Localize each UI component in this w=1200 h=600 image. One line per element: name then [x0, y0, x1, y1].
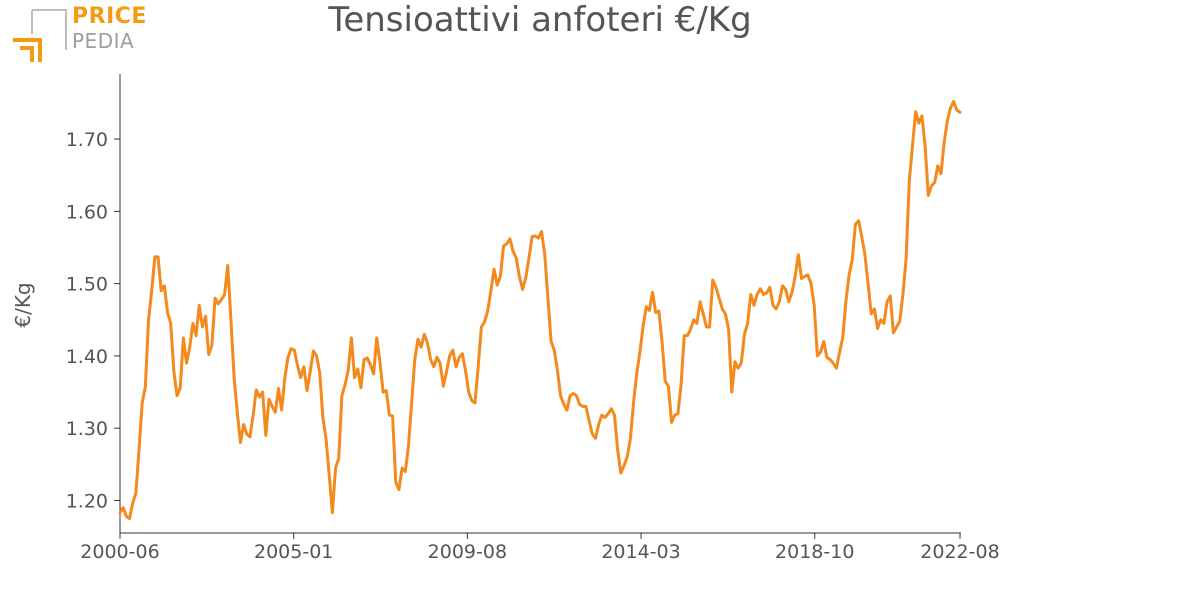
pricepedia-logo: PRICE PEDIA [10, 4, 150, 66]
x-tick-label: 2018-10 [775, 541, 854, 563]
logo-text-price: PRICE [72, 4, 147, 29]
x-tick-label: 2022-08 [920, 541, 999, 563]
series-line [118, 99, 962, 521]
y-axis-label: €/Kg [11, 282, 35, 327]
y-tick-label: 1.60 [66, 201, 108, 223]
logo-bracket-icon [13, 9, 67, 62]
y-tick-label: 1.70 [66, 129, 108, 151]
x-tick-label: 2009-08 [428, 541, 507, 563]
chart-title: Tensioattivi anfoteri €/Kg [328, 0, 752, 40]
x-ticks: 2000-06 2005-01 2009-08 2014-03 2018-10 2022-… [80, 533, 1000, 563]
x-tick-label: 2000-06 [80, 541, 159, 563]
chart-axes [119, 74, 961, 534]
y-tick-label: 1.20 [66, 490, 108, 512]
y-tick-label: 1.50 [66, 274, 108, 296]
y-tick-label: 1.30 [66, 418, 108, 440]
y-tick-label: 1.40 [66, 346, 108, 368]
logo-text-pedia: PEDIA [72, 29, 135, 53]
y-ticks: 1.20 1.30 1.40 1.50 1.60 1.70 [66, 129, 120, 512]
x-tick-label: 2014-03 [601, 541, 680, 563]
x-tick-label: 2005-01 [254, 541, 333, 563]
